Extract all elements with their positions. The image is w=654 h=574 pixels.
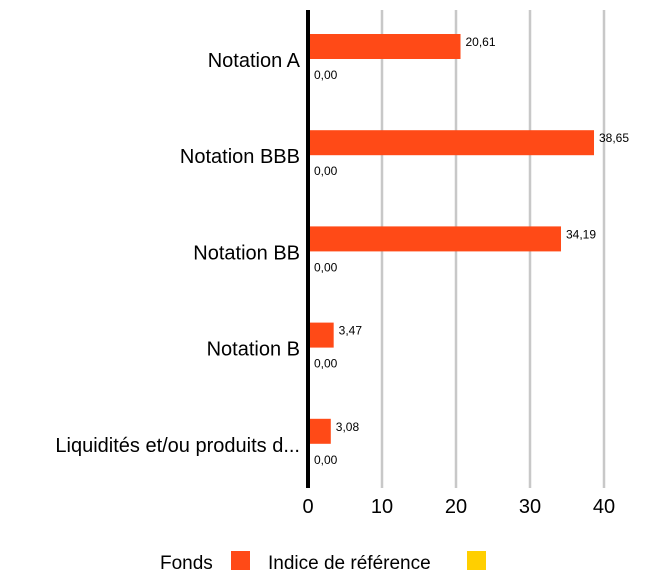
legend-label: Indice de référence [268, 553, 431, 574]
category-label: Notation B [207, 339, 300, 361]
data-label-indice: 0,00 [314, 164, 338, 178]
category-label: Notation BBB [180, 146, 300, 168]
x-tick-label: 40 [593, 496, 615, 518]
bar-fonds [308, 130, 595, 156]
x-tick-label: 0 [302, 496, 313, 518]
bar-fonds [308, 34, 461, 59]
x-tick-label: 30 [519, 496, 541, 518]
bar-fonds [308, 418, 331, 444]
category-labels: Notation A Notation BBB Notation BB Notatio… [55, 50, 300, 457]
category-label: Notation BB [193, 242, 300, 264]
data-label-fonds: 3,47 [339, 324, 363, 338]
data-label-fonds: 34,19 [566, 227, 596, 241]
data-label-indice: 0,00 [314, 260, 338, 274]
bars: 20,61 0,00 38,65 0,00 34,19 0,00 3,47 0,00 3,08 0… [308, 34, 629, 467]
data-label-indice: 0,00 [314, 68, 338, 82]
data-label-fonds: 38,65 [599, 131, 629, 145]
legend-swatch [231, 551, 250, 570]
data-label-indice: 0,00 [314, 453, 338, 467]
data-label-fonds: 3,08 [336, 420, 360, 434]
legend-swatch [467, 551, 486, 570]
bar-fonds [308, 322, 334, 348]
bar-fonds [308, 226, 562, 252]
data-label-indice: 0,00 [314, 357, 338, 371]
data-label-fonds: 20,61 [466, 35, 496, 49]
category-label: Liquidités et/ou produits d... [55, 435, 300, 457]
x-tick-labels: 0 10 20 30 40 [302, 496, 615, 518]
category-label: Notation A [208, 50, 301, 72]
legend-label: Fonds [160, 553, 213, 574]
x-tick-label: 10 [371, 496, 393, 518]
legend: Fonds Indice de référence [160, 551, 486, 574]
x-tick-label: 20 [445, 496, 467, 518]
